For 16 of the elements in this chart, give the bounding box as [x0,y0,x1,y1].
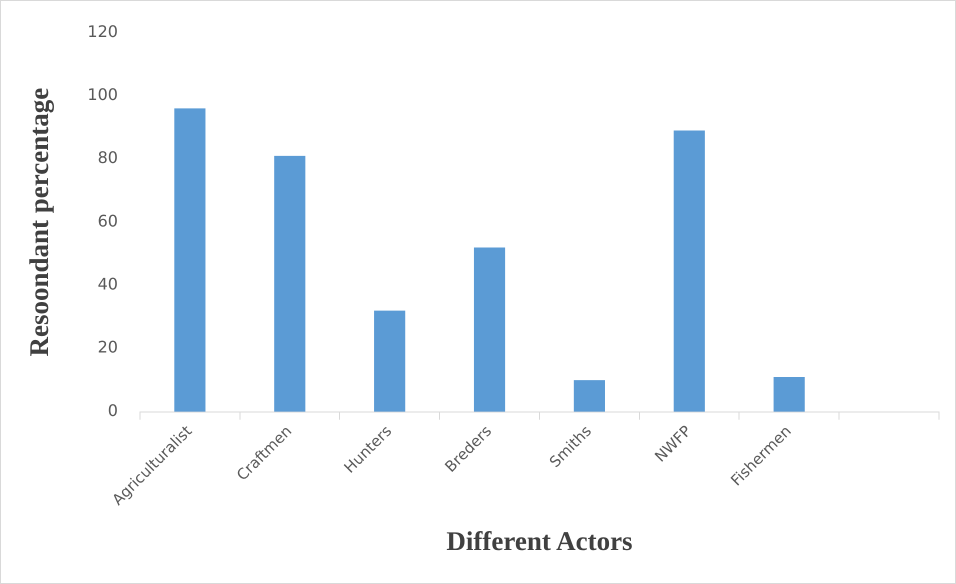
bar [674,130,705,412]
y-axis-title: Resoondant percentage [24,88,54,357]
y-tick-label: 20 [98,338,118,357]
bar [274,156,306,412]
y-tick-label: 40 [98,274,118,294]
y-tick-label: 100 [87,84,118,104]
y-tick-label: 0 [108,400,118,420]
x-axis-title: Different Actors [446,526,633,556]
y-tick-label: 80 [98,148,118,168]
bar [374,310,406,412]
y-tick-label: 120 [87,22,118,41]
bar [474,247,506,412]
y-tick-label: 60 [98,211,118,230]
bar [574,380,605,412]
bar [174,108,206,412]
bar [774,377,805,412]
